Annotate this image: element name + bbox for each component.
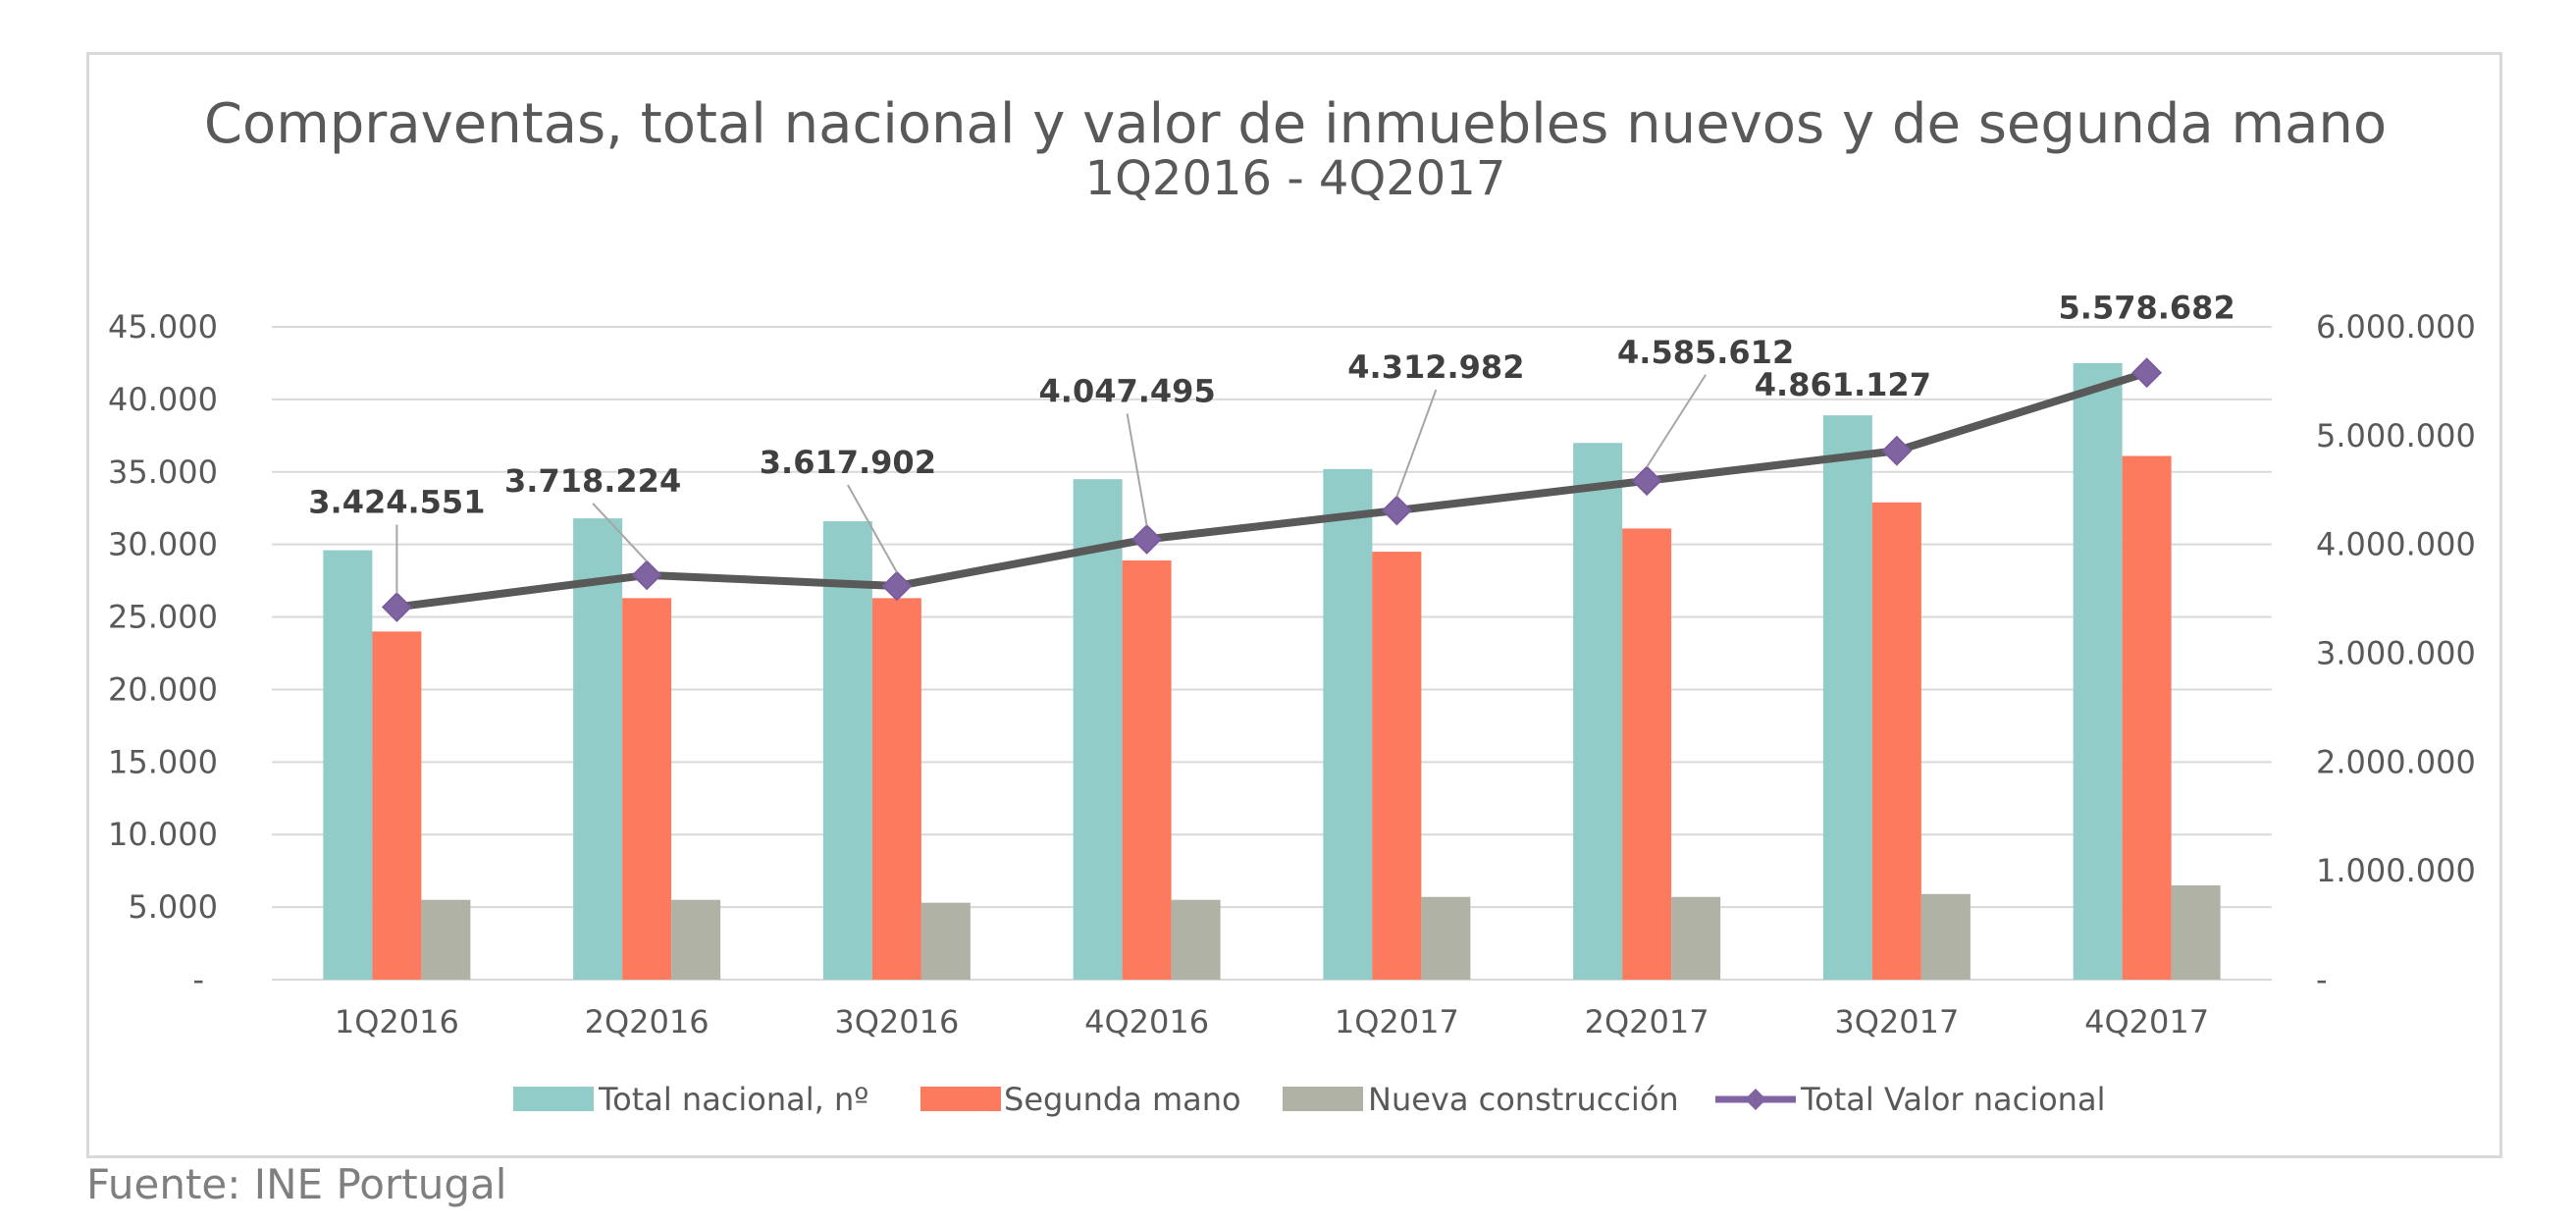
bar-nueva-construcci-n: [421, 899, 471, 980]
bar-segunda-mano: [372, 631, 422, 980]
bar-nueva-construcci-n: [1920, 893, 1971, 980]
chart-title: Compraventas, total nacional y valor de …: [204, 92, 2387, 156]
value-marker: [1881, 435, 1913, 466]
bar-segunda-mano: [2122, 455, 2172, 980]
data-labels: 3.424.551 3.718.224 3.617.902 4.047.495 4.31…: [308, 290, 2235, 594]
bar-total-nacional-n: [822, 521, 872, 980]
legend: Total nacional, nº Segunda mano Nueva cons…: [513, 1081, 2105, 1118]
data-label-leader: [847, 484, 898, 573]
value-marker: [881, 570, 913, 602]
bar-total-nacional-n: [573, 518, 623, 980]
bars: [323, 362, 2221, 981]
y-right-tick-label: 4.000.000: [2316, 526, 2476, 563]
value-series-line: [395, 368, 2148, 612]
x-tick-label: 4Q2017: [2084, 1003, 2209, 1040]
y-left-tick-label: 20.000: [108, 670, 218, 708]
bar-total-nacional-n: [1822, 415, 1872, 981]
data-label-leader: [1646, 374, 1707, 468]
bar-segunda-mano: [1372, 552, 1422, 980]
bar-nueva-construcci-n: [671, 899, 721, 980]
y-left-tick-label: 40.000: [108, 381, 218, 418]
bar-nueva-construcci-n: [1171, 899, 1221, 980]
bar-total-nacional-n: [1323, 468, 1373, 980]
y-right-tick-label: 5.000.000: [2316, 417, 2476, 454]
data-label: 4.312.982: [1347, 348, 1524, 386]
y-right-tick-label: 3.000.000: [2316, 635, 2476, 672]
legend-label: Total nacional, nº: [598, 1081, 868, 1118]
y-right-tick-label: 6.000.000: [2316, 308, 2476, 346]
x-tick-label: 1Q2017: [1335, 1003, 1459, 1040]
bar-nueva-construcci-n: [2171, 884, 2221, 980]
data-label-leader: [1395, 389, 1438, 498]
data-label: 4.861.127: [1755, 366, 1931, 403]
legend-label: Total Valor nacional: [1800, 1081, 2105, 1118]
legend-marker: [1745, 1089, 1766, 1110]
legend-swatch: [513, 1087, 594, 1111]
legend-swatch: [1283, 1087, 1363, 1111]
bar-segunda-mano: [622, 598, 672, 980]
data-label-leader: [592, 503, 648, 562]
bar-segunda-mano: [871, 598, 921, 980]
data-label: 3.718.224: [504, 462, 681, 500]
chart-subtitle: 1Q2016 - 4Q2017: [1085, 151, 1506, 206]
x-tick-label: 3Q2016: [834, 1003, 959, 1040]
x-tick-label: 2Q2016: [585, 1003, 710, 1040]
bar-nueva-construcci-n: [920, 902, 971, 980]
x-tick-label: 3Q2017: [1834, 1003, 1959, 1040]
y-right-tick-label: -: [2316, 961, 2328, 998]
y-left-tick-label: 15.000: [108, 743, 218, 780]
bar-segunda-mano: [1622, 528, 1672, 980]
y-right-tick-label: 1.000.000: [2316, 852, 2476, 889]
y-left-tick-label: 25.000: [108, 599, 218, 636]
value-marker: [1631, 465, 1662, 497]
value-marker: [631, 560, 662, 591]
value-marker: [381, 592, 412, 622]
bar-segunda-mano: [1122, 560, 1172, 980]
bar-total-nacional-n: [323, 550, 373, 980]
legend-label: Nueva construcción: [1368, 1081, 1679, 1118]
data-label: 3.617.902: [760, 444, 936, 481]
source-note: Fuente: INE Portugal: [86, 1160, 507, 1208]
data-label-leader: [1126, 413, 1148, 526]
value-line: [381, 357, 2163, 622]
data-label: 5.578.682: [2059, 290, 2235, 327]
data-label: 3.424.551: [308, 483, 485, 520]
value-marker: [1131, 523, 1163, 555]
x-tick-label: 1Q2016: [335, 1003, 459, 1040]
y-left-tick-label: -: [192, 961, 204, 998]
bar-total-nacional-n: [1073, 479, 1123, 980]
value-marker: [1381, 495, 1412, 526]
data-label: 4.047.495: [1039, 372, 1216, 409]
y-left-tick-label: 45.000: [108, 308, 218, 346]
legend-label: Segunda mano: [1004, 1081, 1241, 1118]
y-right-tick-label: 2.000.000: [2316, 743, 2476, 780]
x-tick-label: 2Q2017: [1585, 1003, 1709, 1040]
y-left-tick-label: 10.000: [108, 816, 218, 853]
data-label: 4.585.612: [1617, 334, 1794, 371]
bar-total-nacional-n: [2073, 362, 2123, 980]
y-left-tick-label: 35.000: [108, 453, 218, 491]
value-marker: [2131, 357, 2163, 389]
bar-segunda-mano: [1871, 502, 1921, 980]
x-tick-label: 4Q2016: [1084, 1003, 1209, 1040]
legend-swatch: [920, 1087, 1001, 1111]
y-left-tick-label: 5.000: [128, 888, 218, 926]
bar-nueva-construcci-n: [1421, 896, 1471, 980]
y-left-tick-label: 30.000: [108, 526, 218, 563]
bar-nueva-construcci-n: [1671, 896, 1721, 980]
bar-total-nacional-n: [1573, 443, 1623, 980]
axes: - 5.000 10.000 15.000 20.000 25.000 30.000 35.0…: [108, 308, 2476, 1040]
